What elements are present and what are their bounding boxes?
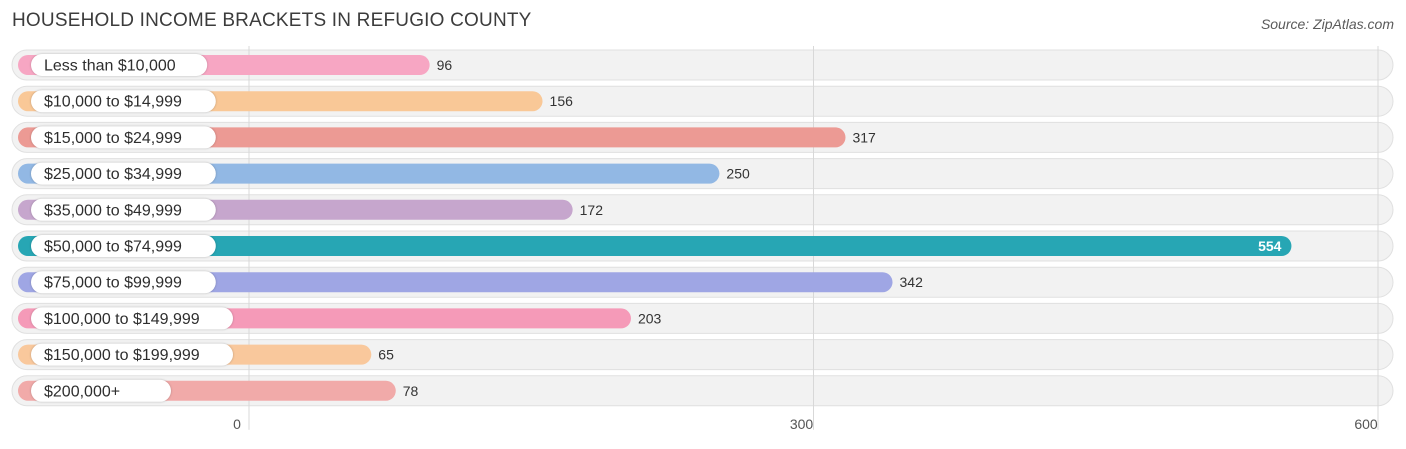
value-label: 250 [726,166,750,182]
value-label: 203 [638,310,662,326]
chart-source: Source: ZipAtlas.com [1260,16,1394,32]
category-pill [31,379,171,402]
value-label: 317 [852,129,876,145]
category-pill [31,235,216,257]
x-tick-label: 300 [790,416,814,432]
category-label: $35,000 to $49,999 [44,202,182,219]
category-pill [31,90,216,113]
value-label: 65 [378,347,394,363]
category-label: Less than $10,000 [44,58,176,75]
x-tick-label: 0 [233,416,241,432]
category-label: $25,000 to $34,999 [44,166,182,183]
category-label: $75,000 to $99,999 [44,275,182,292]
category-pill [31,54,208,76]
category-pill [31,343,233,366]
chart-title: HOUSEHOLD INCOME BRACKETS IN REFUGIO COU… [12,10,532,31]
category-label: $150,000 to $199,999 [44,347,200,364]
value-label: 172 [580,202,604,218]
category-pill [31,271,216,294]
value-label: 156 [550,93,574,109]
category-label: $50,000 to $74,999 [44,239,182,256]
value-label: 554 [1258,238,1282,254]
rows-layer: Less than $10,000 96 $10,000 to $14,999 156… [11,46,1394,430]
bar [18,127,846,148]
category-label: $100,000 to $149,999 [44,311,200,328]
category-pill [31,126,216,149]
category-label: $200,000+ [44,383,120,400]
category-pill [31,162,216,185]
category-pill [31,307,233,330]
category-pill [31,198,216,221]
value-label: 78 [403,383,419,399]
category-label: $10,000 to $14,999 [44,94,182,111]
value-label: 96 [437,57,453,73]
value-label: 342 [900,274,924,290]
bar [18,272,893,293]
x-tick-label: 600 [1354,416,1378,432]
category-label: $15,000 to $24,999 [44,130,182,147]
bar [18,236,1292,256]
x-axis: 0 300 600 [233,416,1378,432]
